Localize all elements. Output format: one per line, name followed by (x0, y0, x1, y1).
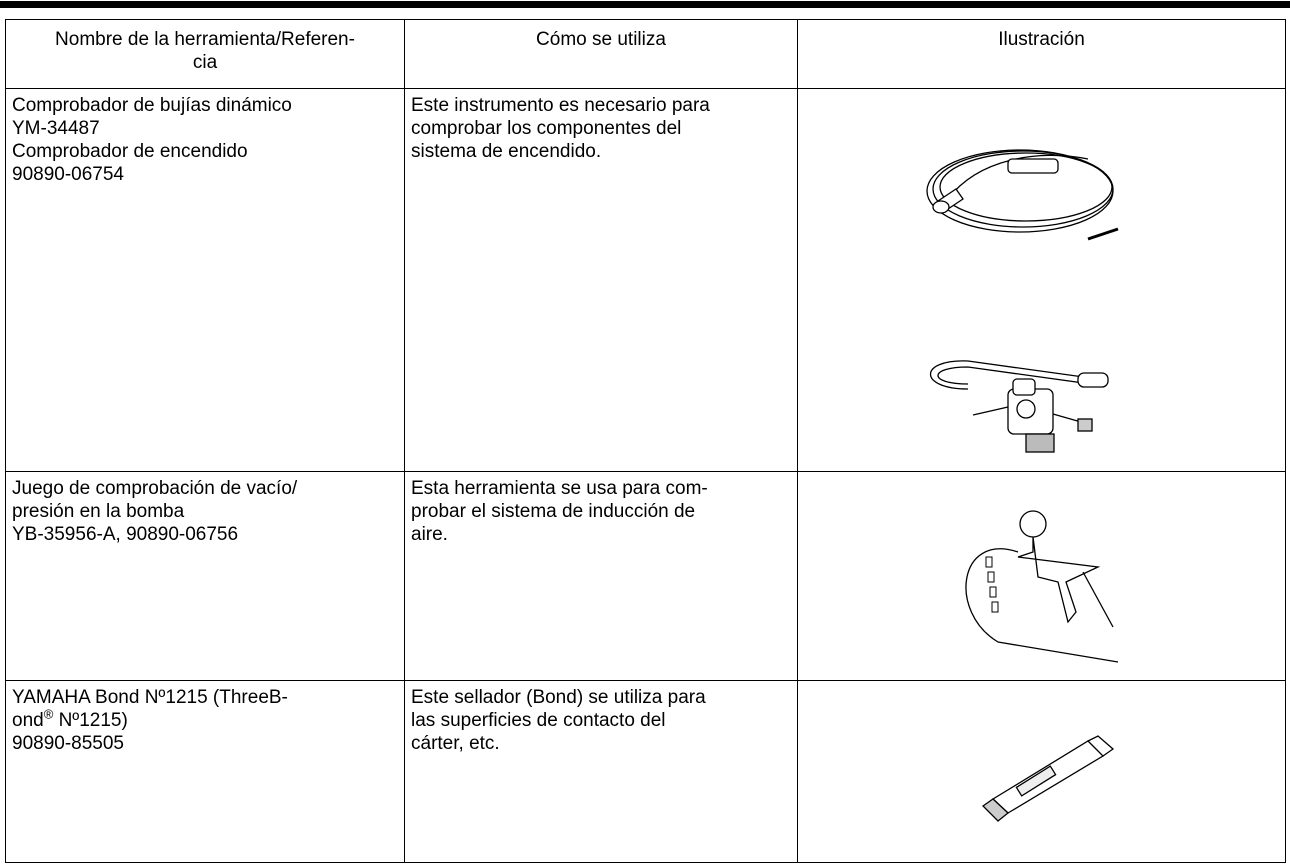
text-line: presión en la bomba (12, 501, 185, 522)
text-line: sistema de encendido. (411, 141, 602, 162)
name-cell: Comprobador de bujías dinámico YM-34487 Co… (5, 88, 405, 472)
text-line: 90890-06754 (12, 164, 124, 185)
name-cell: YAMAHA Bond Nº1215 (ThreeB-ond® Nº1215) 9… (5, 680, 405, 863)
sealant-tube-illustration (981, 735, 1115, 822)
top-rule (0, 1, 1290, 8)
vacuum-pump-illustration (965, 510, 1119, 663)
illustration-cell (797, 88, 1286, 472)
row: YAMAHA Bond Nº1215 (ThreeB-ond® Nº1215) 9… (5, 680, 1286, 863)
text-line: YM-34487 (12, 118, 100, 139)
text-line: Este instrumento es necesario para (411, 95, 710, 116)
text-line: 90890-85505 (12, 733, 124, 754)
text-line: Juego de comprobación de vacío/ (12, 478, 298, 499)
usage-cell: Este instrumento es necesario para compro… (404, 88, 798, 472)
text-line: Esta herramienta se usa para com- (411, 478, 708, 499)
text-line: cia (192, 52, 218, 73)
text-line: ond® Nº1215) (12, 706, 398, 732)
ignition-tester-illustration (926, 149, 1119, 453)
text-line: Ilustración (998, 29, 1085, 50)
text-line: cárter, etc. (411, 733, 500, 754)
header-cell: Nombre de la herramienta/Referen-cia (5, 19, 405, 89)
header-cell: Ilustración (797, 19, 1286, 89)
text-line: Comprobador de encendido (12, 141, 248, 162)
text-line: probar el sistema de inducción de (411, 501, 696, 522)
usage-cell: Esta herramienta se usa para com-probar … (404, 471, 798, 681)
text-line: aire. (411, 524, 448, 545)
tools-table: Nombre de la herramienta/Referen-cia Cómo… (5, 19, 1286, 863)
row: Comprobador de bujías dinámico YM-34487 Co… (5, 88, 1286, 472)
text-line: Nombre de la herramienta/Referen- (55, 29, 355, 50)
text-line: YB-35956-A, 90890-06756 (12, 524, 239, 545)
superscript: ® (43, 706, 54, 722)
text-line: las superficies de contacto del (411, 710, 666, 731)
illustration-cell (797, 680, 1286, 863)
name-cell: Juego de comprobación de vacío/presión e… (5, 471, 405, 681)
text: Nº1215) (53, 710, 128, 731)
text-line: Comprobador de bujías dinámico (12, 95, 292, 116)
illustration-cell (797, 471, 1286, 681)
text-line: Cómo se utiliza (536, 29, 666, 50)
text: ond (12, 710, 44, 731)
header-row: Nombre de la herramienta/Referen-cia Cómo… (5, 19, 1286, 89)
text-line: YAMAHA Bond Nº1215 (ThreeB- (12, 687, 288, 708)
usage-cell: Este sellador (Bond) se utiliza para las … (404, 680, 798, 863)
text-line: Este sellador (Bond) se utiliza para (411, 687, 706, 708)
header-cell: Cómo se utiliza (404, 19, 798, 89)
row: Juego de comprobación de vacío/presión e… (5, 471, 1286, 681)
text-line: comprobar los componentes del (411, 118, 682, 139)
